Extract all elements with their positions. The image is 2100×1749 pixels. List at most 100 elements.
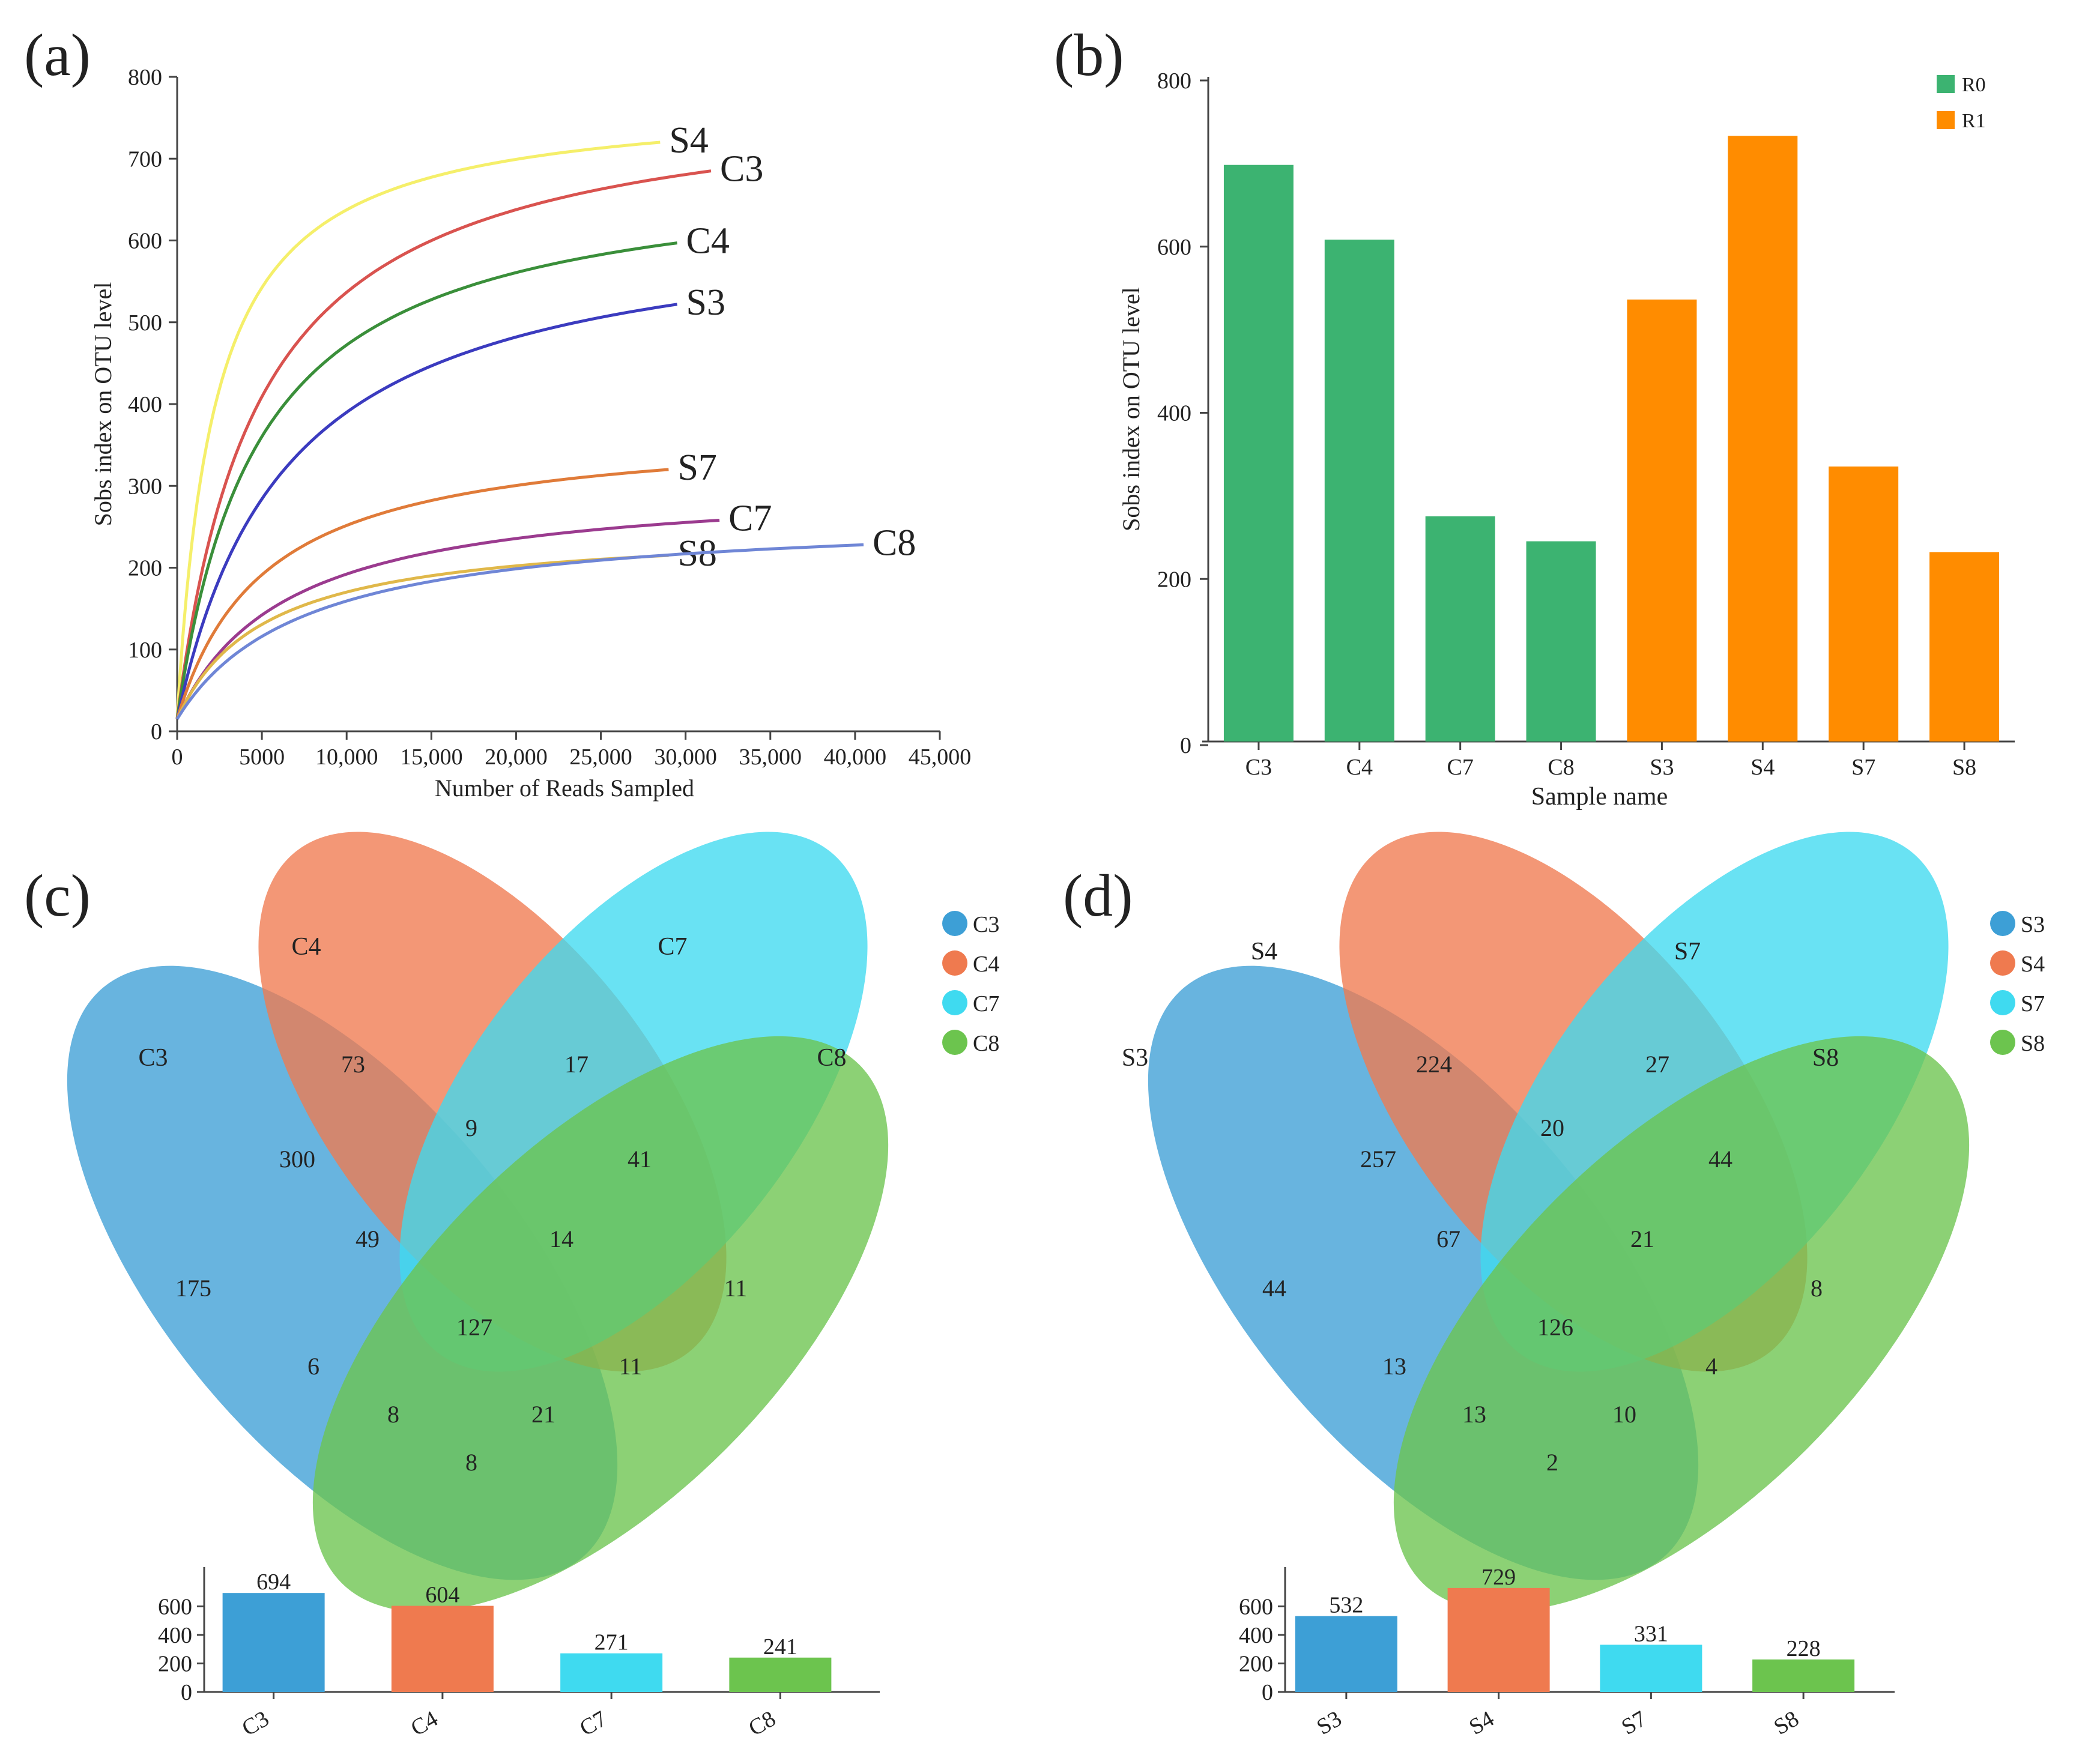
x-tick-label-c4: C4 — [1346, 755, 1373, 780]
inset-bar-c7 — [560, 1653, 663, 1692]
y-tick-label: 0 — [1180, 733, 1191, 758]
venn-region-124: 8 — [387, 1401, 399, 1428]
inset-bar-value-c4: 604 — [425, 1583, 459, 1608]
x-axis-title: Sample name — [1531, 783, 1668, 811]
panel-b-bar-chart: 0 200 400 600 800 C3 C4 C7 C8 S3 S4 S7 S8 Sample name… — [1118, 68, 2015, 811]
venn-set-label-c4: C4 — [291, 933, 321, 961]
x-tick-label: 40,000 — [824, 745, 887, 770]
inset-bar-value-s4: 729 — [1481, 1565, 1516, 1590]
inset-y-tick-label: 200 — [158, 1652, 192, 1677]
venn-region-23: 9 — [465, 1114, 477, 1141]
legend-swatch-c8 — [942, 1030, 967, 1055]
venn-region-13: 13 — [1382, 1353, 1406, 1380]
inset-y-tick-label: 400 — [158, 1623, 192, 1648]
x-tick-label-s8: S8 — [1952, 755, 1976, 780]
venn-region-24: 44 — [1708, 1146, 1732, 1173]
curve-s7 — [175, 468, 669, 720]
venn-region-124: 13 — [1462, 1401, 1486, 1428]
curve-s3 — [175, 303, 677, 720]
inset-y-tick-label: 0 — [1262, 1680, 1273, 1705]
venn-region-12: 300 — [279, 1146, 315, 1173]
inset-y-tick-label: 400 — [1239, 1623, 1273, 1648]
bar-s8 — [1929, 552, 2000, 742]
inset-x-tick-label-c8: C8 — [744, 1706, 779, 1741]
inset-y-tick-label: 200 — [1239, 1652, 1273, 1677]
inset-x-tick-label-c3: C3 — [238, 1706, 273, 1741]
legend-label-s7: S7 — [2021, 991, 2045, 1016]
y-tick-label: 800 — [1157, 68, 1191, 94]
legend-label-s4: S4 — [2021, 952, 2045, 977]
inset-bar-value-c3: 694 — [256, 1569, 291, 1595]
curve-c3 — [175, 169, 712, 719]
y-tick-label: 0 — [151, 719, 162, 745]
venn-set-label-c3: C3 — [138, 1044, 168, 1072]
y-tick-label: 800 — [128, 65, 162, 90]
inset-x-tick-label-s8: S8 — [1770, 1706, 1803, 1739]
x-tick-label-s7: S7 — [1851, 755, 1875, 780]
curve-c4 — [175, 241, 677, 719]
legend-label-s8: S8 — [2021, 1031, 2045, 1056]
curve-c7 — [175, 519, 720, 720]
x-tick-label: 25,000 — [569, 745, 632, 770]
x-tick-label-c8: C8 — [1548, 755, 1574, 780]
x-tick-label: 0 — [172, 745, 183, 770]
venn-region-1234: 127 — [456, 1314, 492, 1341]
y-tick-label: 700 — [128, 147, 162, 172]
inset-bar-s3 — [1295, 1616, 1397, 1692]
legend-swatch-s4 — [1990, 950, 2015, 976]
venn-region-1: 175 — [175, 1275, 211, 1302]
venn-region-13: 6 — [307, 1353, 319, 1380]
legend-label-r1: R1 — [1962, 110, 1986, 132]
venn-region-134: 10 — [1612, 1401, 1636, 1428]
x-tick-label: 15,000 — [400, 745, 463, 770]
inset-bar-value-s7: 331 — [1634, 1621, 1668, 1646]
inset-x-tick-label-s3: S3 — [1313, 1706, 1346, 1739]
y-tick-label: 600 — [1157, 235, 1191, 260]
inset-x-tick-label-s7: S7 — [1617, 1706, 1651, 1739]
venn-region-24: 41 — [628, 1146, 652, 1173]
curve-label-c3: C3 — [720, 149, 763, 190]
x-tick-label: 10,000 — [315, 745, 378, 770]
y-tick-label: 400 — [128, 392, 162, 417]
panel-c-venn-diagram: C3 C4 C7 C8 175 73 17 11 300 6 8 9 41 11 49 8 21 14 127 C3 C… — [67, 832, 999, 1741]
venn-region-12: 257 — [1360, 1146, 1396, 1173]
x-tick-label-s3: S3 — [1650, 755, 1674, 780]
venn-region-2: 224 — [1416, 1051, 1452, 1078]
curve-s8 — [175, 554, 669, 720]
legend-swatch-s8 — [1990, 1030, 2015, 1055]
x-tick-label: 30,000 — [654, 745, 717, 770]
venn-region-34: 4 — [1705, 1353, 1717, 1380]
venn-set-label-s4: S4 — [1251, 938, 1277, 965]
x-tick-label: 5000 — [239, 745, 285, 770]
inset-y-tick-label: 600 — [158, 1595, 192, 1620]
venn-region-234: 21 — [1630, 1225, 1654, 1252]
x-tick-label-s4: S4 — [1751, 755, 1775, 780]
inset-x-tick-label-c7: C7 — [575, 1706, 611, 1741]
x-axis-title: Number of Reads Sampled — [435, 775, 694, 802]
venn-region-123: 49 — [356, 1225, 380, 1252]
venn-set-label-s3: S3 — [1122, 1044, 1148, 1072]
x-tick-label-c7: C7 — [1447, 755, 1474, 780]
venn-region-14: 8 — [465, 1449, 477, 1476]
bar-s7 — [1829, 466, 1899, 742]
curve-s4 — [175, 140, 661, 719]
inset-bar-s7 — [1600, 1645, 1702, 1692]
curve-label-c4: C4 — [686, 221, 730, 262]
x-tick-label: 35,000 — [739, 745, 802, 770]
curve-label-s7: S7 — [677, 447, 716, 488]
legend-swatch-c3 — [942, 911, 967, 936]
legend-swatch-r1 — [1937, 111, 1955, 129]
venn-region-23: 20 — [1540, 1114, 1564, 1141]
inset-bar-c3 — [222, 1593, 325, 1692]
bar-c7 — [1425, 516, 1495, 742]
venn-region-4: 8 — [1811, 1275, 1823, 1302]
y-tick-label: 200 — [128, 556, 162, 581]
legend-swatch-r0 — [1937, 75, 1955, 93]
inset-bar-value-s3: 532 — [1329, 1593, 1363, 1618]
venn-ellipse-s8 — [1393, 1036, 1970, 1612]
venn-region-3: 17 — [564, 1051, 589, 1078]
venn-region-123: 67 — [1436, 1225, 1460, 1252]
legend-label-r0: R0 — [1962, 74, 1986, 96]
